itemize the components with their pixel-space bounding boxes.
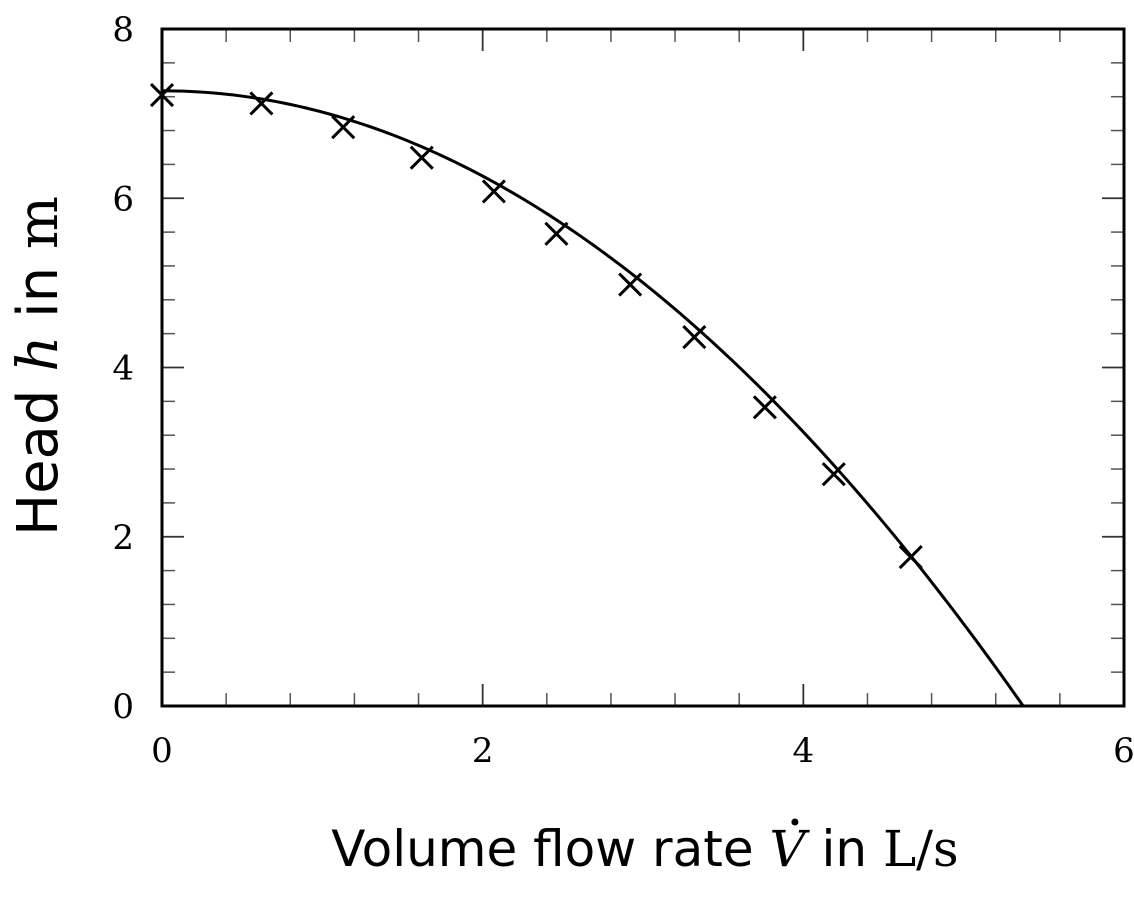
data-point-marker	[821, 462, 846, 487]
v-dot-accent	[791, 818, 799, 826]
data-point-marker	[249, 91, 274, 116]
y-tick-label: 0	[112, 687, 134, 727]
x-axis-title-prefix: Volume flow rate	[331, 820, 769, 878]
y-axis-unit: m	[6, 196, 71, 249]
marker-stroke	[682, 324, 707, 350]
v-dot-mark	[791, 818, 799, 826]
y-axis-symbol: h	[6, 336, 71, 372]
marker-stroke	[618, 272, 643, 297]
x-axis-title: Volume flow rate V in L/s	[331, 820, 958, 878]
data-point-marker	[481, 179, 506, 204]
tick-labels: 0 2 4 6 0 2 4 6 8	[112, 10, 1134, 771]
fit-curve-line	[161, 89, 1025, 707]
y-tick-label: 8	[112, 10, 134, 50]
y-tick-label: 6	[112, 179, 134, 219]
x-axis-unit: L/s	[883, 820, 959, 878]
marker-stroke	[249, 91, 274, 116]
x-tick-label: 0	[151, 731, 173, 771]
marker-stroke	[752, 395, 777, 420]
plot-frame	[160, 27, 1126, 708]
y-axis-title-mid: in	[6, 249, 71, 336]
marker-stroke	[481, 179, 506, 204]
y-axis-title-prefix: Head	[6, 372, 71, 536]
x-tick-label: 6	[1113, 731, 1134, 771]
x-axis-title-mid: in	[806, 820, 883, 878]
marker-stroke	[331, 115, 356, 140]
data-point-marker	[409, 145, 434, 170]
x-axis-symbol: V	[769, 820, 810, 878]
x-tick-label: 4	[793, 731, 815, 771]
data-point-marker	[752, 395, 777, 420]
marker-stroke	[898, 544, 923, 570]
major-ticks	[161, 28, 1125, 707]
data-point-marker	[618, 272, 643, 297]
data-point-marker	[898, 544, 923, 570]
data-point-marker	[544, 221, 569, 246]
data-point-marker	[331, 115, 356, 140]
minor-ticks	[162, 29, 1124, 706]
marker-stroke	[409, 145, 434, 170]
y-axis-title: Head h in m	[6, 196, 71, 536]
data-point-marker	[682, 324, 707, 350]
x-tick-label: 2	[472, 731, 494, 771]
marker-stroke	[544, 221, 569, 246]
markers-layer	[149, 82, 923, 570]
fit-curve-layer	[161, 89, 1025, 707]
y-tick-label: 2	[112, 518, 134, 558]
marker-stroke	[821, 462, 846, 487]
y-tick-label: 4	[112, 349, 134, 389]
